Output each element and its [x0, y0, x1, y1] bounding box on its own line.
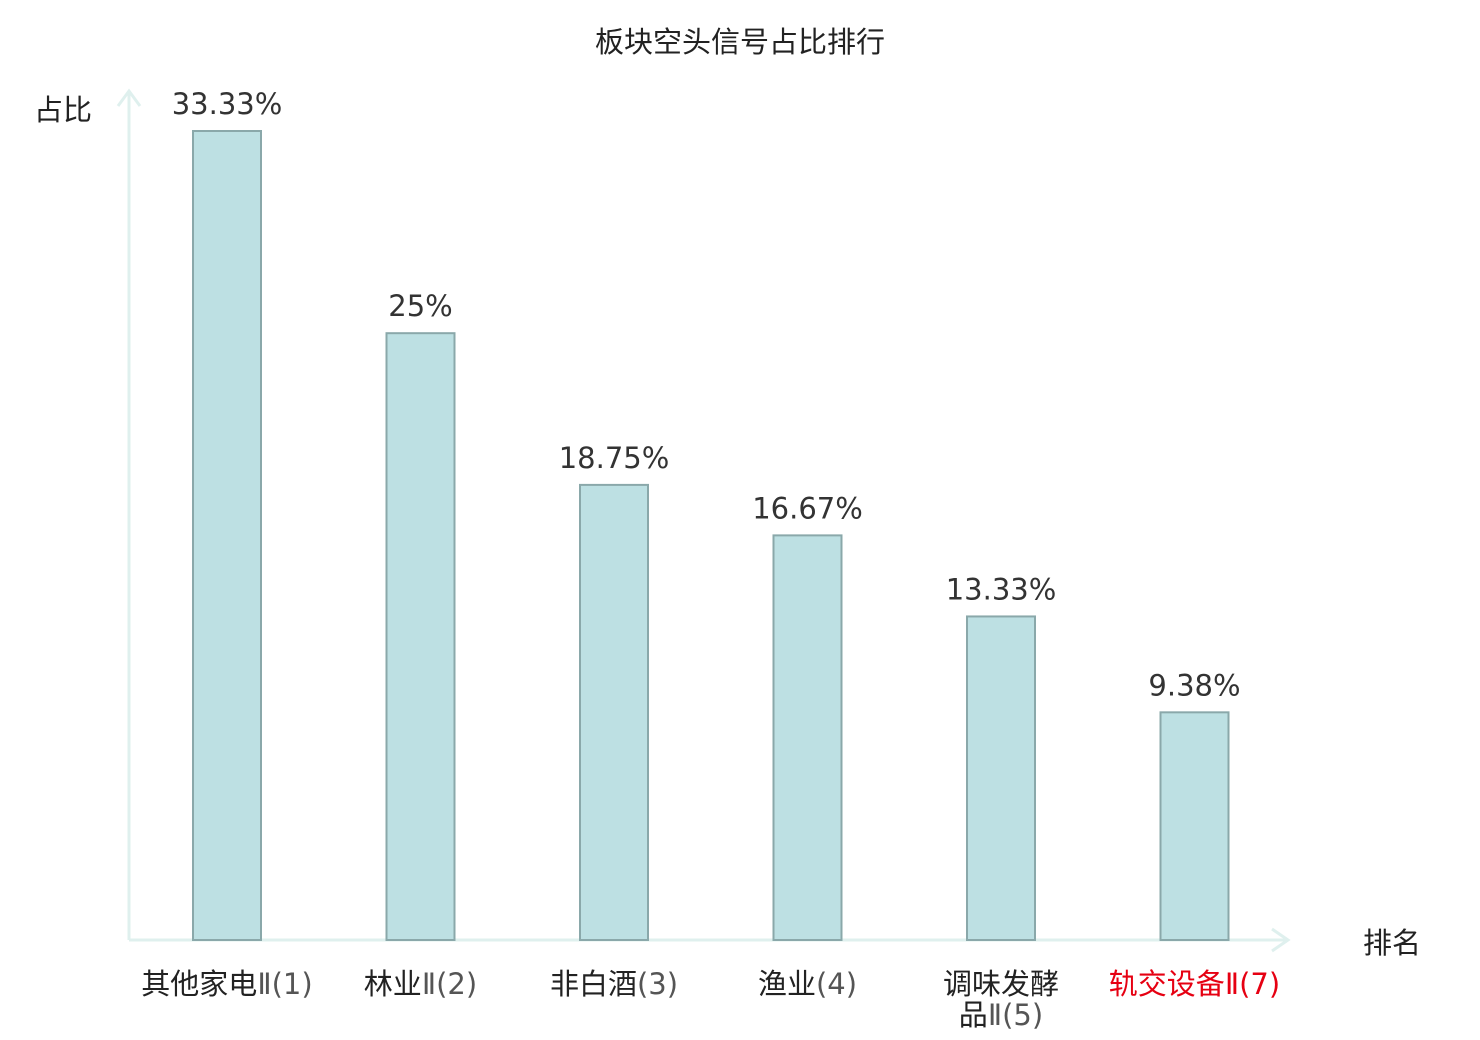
category-name: 调味发酵 [943, 967, 1059, 1001]
category-suffix: Ⅱ [1225, 967, 1239, 1001]
bar [772, 534, 843, 942]
bar-value-label: 16.67% [752, 491, 863, 525]
category-name: 林业 [364, 967, 422, 1001]
y-axis [116, 88, 142, 940]
bar-value-label: 18.75% [559, 441, 670, 475]
value-labels: 33.33% 25% 18.75% 16.67% 13.33% 9.38% [172, 87, 1241, 702]
category-name: 其他家电 [141, 967, 257, 1001]
category-rank: (4) [816, 967, 857, 1001]
bar-value-label: 25% [388, 289, 452, 323]
bars [192, 130, 1230, 942]
bar [385, 332, 456, 941]
bar [966, 615, 1036, 941]
bar-value-label: 33.33% [172, 87, 283, 121]
x-axis-label: 排名 [1363, 926, 1421, 960]
category-suffix: Ⅱ [988, 998, 1002, 1032]
category-name-continued: 品 [959, 998, 988, 1032]
bar [1159, 711, 1230, 942]
category-labels: 其他家电Ⅱ(1) 林业Ⅱ(2) 非白酒(3) 渔业(4) 调味发酵品Ⅱ(5)轨交设备Ⅱ(… [141, 967, 1280, 1032]
category-label: 渔业(4) [758, 967, 857, 1001]
category-rank: (5) [1002, 998, 1043, 1032]
category-rank: (7) [1239, 967, 1280, 1001]
category-name: 轨交设备 [1109, 967, 1225, 1001]
category-rank: (2) [436, 967, 477, 1001]
category-rank: (3) [637, 967, 678, 1001]
category-label: 非白酒(3) [550, 967, 678, 1001]
category-rank: (1) [272, 967, 313, 1001]
chart-title: 板块空头信号占比排行 [595, 25, 885, 59]
category-label: 其他家电Ⅱ(1) [141, 967, 312, 1001]
category-name: 非白酒 [550, 967, 637, 1001]
bar-value-label: 9.38% [1148, 668, 1240, 702]
x-axis [129, 927, 1291, 953]
bar [192, 130, 262, 941]
bar-value-label: 13.33% [946, 572, 1057, 606]
category-suffix: Ⅱ [257, 967, 271, 1001]
bar [579, 483, 649, 941]
category-label: 调味发酵品Ⅱ(5) [943, 967, 1059, 1032]
category-label: 轨交设备Ⅱ(7) [1109, 967, 1280, 1001]
category-label: 林业Ⅱ(2) [364, 967, 477, 1001]
category-suffix: Ⅱ [422, 967, 436, 1001]
y-axis-label: 占比 [34, 93, 92, 127]
category-name: 渔业 [758, 967, 816, 1001]
